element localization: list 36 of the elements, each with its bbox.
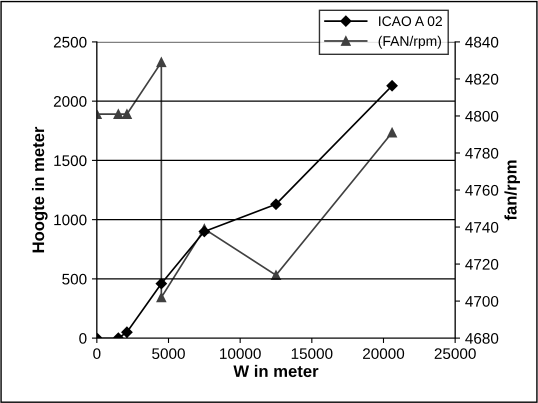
x-tick-label: 10000 [220, 348, 261, 360]
x-tick-label: 15000 [292, 348, 332, 360]
x-tick-label: 20000 [363, 348, 404, 360]
y2-tick-label: 4740 [465, 222, 498, 233]
y2-axis-title: fan/rpm [504, 160, 520, 220]
point [198, 226, 210, 238]
x-tick-label: 0 [93, 348, 100, 360]
point [121, 326, 133, 338]
y2-tick-label: 4800 [465, 110, 498, 122]
y-tick-label: 0 [79, 332, 87, 344]
legend-label: ICAO A 02 [379, 16, 442, 26]
point [122, 109, 132, 119]
legend-label: (FAN/rpm) [378, 36, 441, 49]
point [113, 109, 124, 119]
y2-tick-label: 4780 [465, 148, 498, 159]
point [156, 57, 166, 68]
point [270, 198, 282, 210]
y2-tick-label: 4840 [465, 36, 498, 48]
y-tick-label: 2500 [54, 36, 87, 48]
y2-tick-label: 4680 [465, 332, 498, 344]
y2-tick-label: 4720 [465, 258, 498, 270]
y-tick-label: 500 [62, 274, 87, 285]
y2-tick-label: 4760 [465, 184, 498, 196]
y-tick-label: 1000 [54, 214, 87, 226]
point [386, 80, 398, 92]
x-tick-label: 25000 [434, 348, 476, 360]
y-tick-label: 1500 [54, 155, 87, 166]
y2-tick-label: 4820 [465, 74, 498, 85]
x-axis-title: W in meter [233, 364, 318, 378]
point [156, 292, 166, 302]
x-tick-label: 5000 [152, 348, 185, 360]
y2-tick-label: 4700 [465, 296, 498, 307]
point [387, 128, 397, 138]
point [156, 278, 167, 290]
y-tick-label: 2000 [54, 96, 87, 107]
y-axis-title: Hoogte in meter [32, 126, 48, 252]
